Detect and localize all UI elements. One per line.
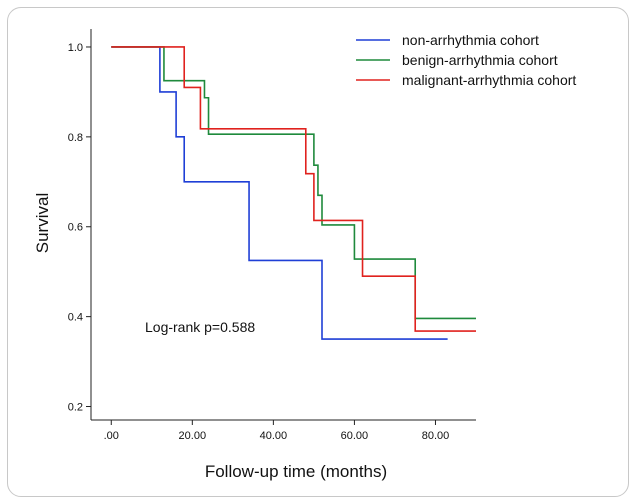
curves <box>111 46 476 340</box>
legend-label-3: malignant-arrhythmia cohort <box>402 72 576 88</box>
axes: 0.2 0.4 0.6 0.8 1.0 .00 20.00 40.00 60.00 80.00 <box>68 29 476 442</box>
survival-curve-1 <box>111 46 448 340</box>
figure-frame <box>7 7 629 497</box>
x-axis-title: Follow-up time (months) <box>205 462 387 481</box>
y-tick-label: 0.4 <box>68 312 83 324</box>
x-tick-label: 40.00 <box>260 430 288 442</box>
legend: non-arrhythmia cohort benign-arrhythmia c… <box>356 32 576 88</box>
y-tick-label: 0.2 <box>68 402 83 414</box>
y-tick-label: 1.0 <box>68 42 83 54</box>
log-rank-annotation: Log-rank p=0.588 <box>145 319 255 335</box>
legend-label-1: non-arrhythmia cohort <box>402 32 539 48</box>
x-tick-label: 20.00 <box>179 430 207 442</box>
survival-chart: 0.2 0.4 0.6 0.8 1.0 .00 20.00 40.00 60.00 80.00 n… <box>33 29 576 481</box>
y-tick-label: 0.8 <box>68 132 83 144</box>
x-tick-label: .00 <box>104 430 119 442</box>
y-tick-label: 0.6 <box>68 222 83 234</box>
y-axis-title: Survival <box>33 193 52 253</box>
survival-curve-2 <box>111 46 476 320</box>
x-tick-label: 80.00 <box>422 430 450 442</box>
x-tick-label: 60.00 <box>341 430 369 442</box>
survival-curve-3 <box>111 46 476 332</box>
legend-label-2: benign-arrhythmia cohort <box>402 52 558 68</box>
